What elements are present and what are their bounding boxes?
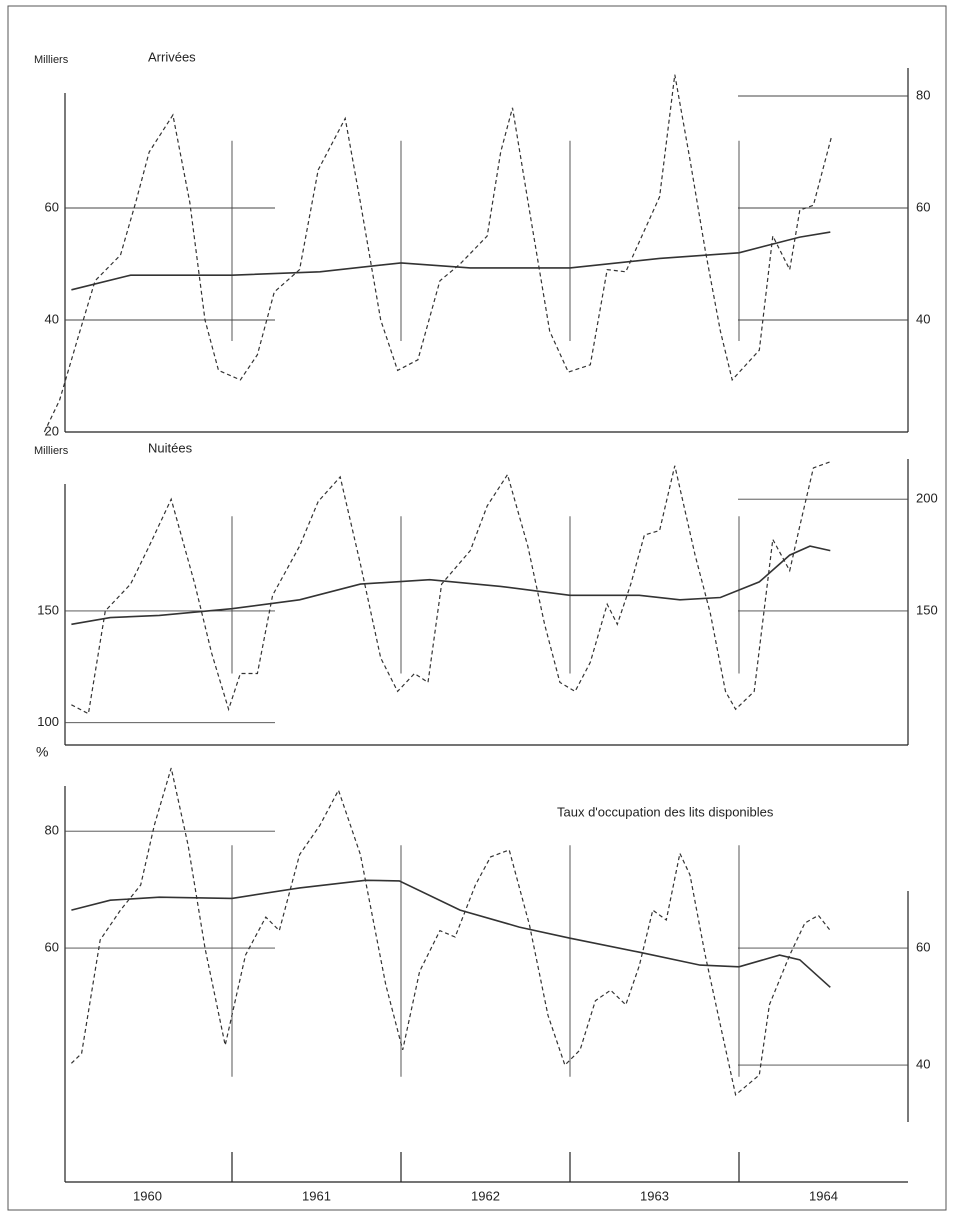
y-axis-label: % [36, 744, 48, 760]
dashed-line [70, 767, 831, 1096]
y2-tick-label: 40 [916, 311, 930, 326]
x-tick-label: 1963 [640, 1188, 669, 1203]
y-tick-label: 100 [37, 714, 59, 729]
dashed-line [71, 460, 833, 715]
x-tick-label: 1964 [809, 1188, 838, 1203]
trend-line [71, 545, 831, 626]
y-tick-label: 150 [37, 602, 59, 617]
y-axis-label: Milliers [34, 54, 69, 66]
y2-tick-label: 60 [916, 199, 930, 214]
y-tick-label: 60 [45, 199, 59, 214]
y-tick-label: 20 [45, 423, 59, 438]
panel-title: Arrivées [148, 49, 196, 64]
panel-title: Nuitées [148, 440, 193, 455]
y-tick-label: 40 [45, 311, 59, 326]
y2-tick-label: 80 [916, 87, 930, 102]
x-tick-label: 1962 [471, 1188, 500, 1203]
y2-tick-label: 200 [916, 491, 938, 506]
y-tick-label: 60 [45, 940, 59, 955]
panel-title: Taux d'occupation des lits disponibles [557, 804, 774, 819]
trend-line [71, 879, 831, 988]
x-tick-label: 1961 [302, 1188, 331, 1203]
trend-line [71, 231, 831, 291]
y-axis-label: Milliers [34, 445, 69, 457]
y2-tick-label: 40 [916, 1056, 930, 1071]
y2-tick-label: 60 [916, 940, 930, 955]
y2-tick-label: 150 [916, 602, 938, 617]
x-tick-label: 1960 [133, 1188, 162, 1203]
page-border [7, 5, 947, 1211]
y-tick-label: 80 [45, 823, 59, 838]
dashed-line [43, 74, 833, 433]
